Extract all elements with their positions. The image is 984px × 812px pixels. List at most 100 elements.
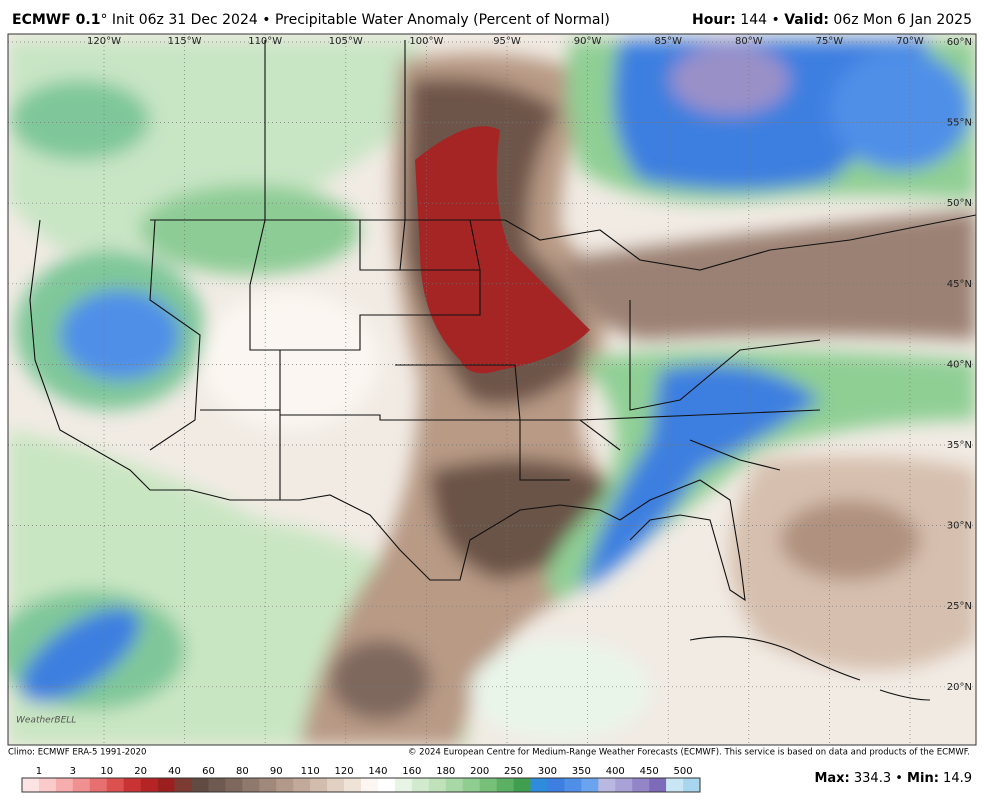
colorbar-swatch <box>89 778 108 792</box>
valid-label: Valid: <box>784 12 829 28</box>
colorbar-frame <box>21 777 701 793</box>
colorbar-swatch <box>683 778 701 792</box>
longitude-label: 115°W <box>168 36 202 47</box>
colorbar-swatch <box>496 778 514 792</box>
colorbar-swatch <box>242 778 260 792</box>
colorbar-swatch <box>259 778 277 792</box>
colorbar: 1 3 10 20 40 60 80 90 110 120 140 160 180 200 250 300 35… <box>21 766 701 793</box>
longitude-label: 100°W <box>409 36 443 47</box>
borders <box>29 40 976 701</box>
colorbar-swatch <box>666 778 684 792</box>
colorbar-swatch <box>208 778 226 792</box>
latitude-label: 60°N <box>947 37 972 48</box>
valid-time: Hour: 144 • Valid: 06z Mon 6 Jan 2025 <box>692 12 972 28</box>
graticule <box>8 34 976 745</box>
colorbar-swatch <box>547 778 565 792</box>
colorbar-swatch <box>38 778 57 792</box>
longitude-label: 90°W <box>574 36 602 47</box>
colorbar-swatch <box>530 778 548 792</box>
longitude-label: 75°W <box>816 36 844 47</box>
colorbar-label: 500 <box>674 766 693 777</box>
latitude-label: 50°N <box>947 198 972 209</box>
colorbar-label: 400 <box>606 766 625 777</box>
colorbar-swatch <box>615 778 633 792</box>
latitude-label: 25°N <box>947 601 972 612</box>
colorbar-swatch <box>106 778 124 792</box>
colorbar-label: 350 <box>572 766 591 777</box>
map: 120°W 115°W 110°W 105°W 100°W 95°W 90°W 85°W 80°… <box>8 34 976 745</box>
longitude-label: 85°W <box>654 36 682 47</box>
colorbar-swatch <box>72 778 91 792</box>
colorbar-swatch <box>55 778 74 792</box>
colorbar-label: 3 <box>70 766 76 777</box>
latitude-label: 40°N <box>947 359 972 370</box>
longitude-label: 80°W <box>735 36 763 47</box>
colorbar-swatch <box>462 778 480 792</box>
logo: WeatherBELL <box>16 716 76 726</box>
latitude-label: 55°N <box>947 118 972 129</box>
colorbar-swatch <box>191 778 209 792</box>
model: ECMWF 0.1 <box>12 12 100 28</box>
colorbar-swatch <box>377 778 396 792</box>
colorbar-swatch <box>361 778 379 792</box>
colorbar-label: 120 <box>335 766 354 777</box>
colorbar-swatch <box>293 778 311 792</box>
min-label: Min: <box>907 771 939 786</box>
copyright: © 2024 European Centre for Medium-Range … <box>408 748 970 758</box>
colorbar-label: 10 <box>100 766 113 777</box>
max-label: Max: <box>814 771 849 786</box>
hour: 144 <box>740 12 767 28</box>
latitude-label: 35°N <box>947 440 972 451</box>
max: 334.3 <box>854 771 891 786</box>
longitude-label: 95°W <box>493 36 521 47</box>
longitude-label: 120°W <box>87 36 121 47</box>
title: ECMWF 0.1° Init 06z 31 Dec 2024 • Precip… <box>12 12 610 28</box>
colorbar-swatch <box>22 778 40 792</box>
colorbar-swatch <box>445 778 463 792</box>
colorbar-label: 300 <box>538 766 557 777</box>
separator: • <box>771 12 779 28</box>
colorbar-label: 450 <box>640 766 659 777</box>
longitude-label: 110°W <box>248 36 282 47</box>
colorbar-label: 200 <box>470 766 489 777</box>
colorbar-swatch <box>394 778 413 792</box>
separator: • <box>895 771 903 786</box>
max-min: Max: 334.3 • Min: 14.9 <box>814 771 972 786</box>
colorbar-label: 40 <box>168 766 181 777</box>
longitude-label: 105°W <box>329 36 363 47</box>
colorbar-swatch <box>428 778 447 792</box>
colorbar-swatch <box>225 778 243 792</box>
colorbar-swatch <box>479 778 497 792</box>
colorbar-label: 180 <box>436 766 455 777</box>
colorbar-label: 1 <box>36 766 42 777</box>
colorbar-swatch <box>344 778 362 792</box>
hour-label: Hour: <box>692 12 736 28</box>
colorbar-swatch <box>310 778 328 792</box>
colorbar-label: 20 <box>134 766 147 777</box>
colorbar-label: 250 <box>504 766 523 777</box>
colorbar-swatch <box>140 778 158 792</box>
colorbar-swatch <box>123 778 141 792</box>
climo-note: Climo: ECMWF ERA-5 1991-2020 <box>8 748 146 758</box>
colorbar-swatch <box>157 778 175 792</box>
colorbar-label: 80 <box>236 766 249 777</box>
colorbar-label: 90 <box>270 766 283 777</box>
min: 14.9 <box>943 771 972 786</box>
colorbar-swatch <box>598 778 616 792</box>
colorbar-label: 60 <box>202 766 215 777</box>
colorbar-swatch <box>564 778 582 792</box>
colorbar-swatch <box>174 778 192 792</box>
colorbar-swatch <box>649 778 667 792</box>
description: ° Init 06z 31 Dec 2024 • Precipitable Wa… <box>100 12 609 28</box>
latitude-label: 30°N <box>947 521 972 532</box>
latitude-label: 45°N <box>947 279 972 290</box>
colorbar-label: 160 <box>402 766 421 777</box>
valid: 06z Mon 6 Jan 2025 <box>833 12 972 28</box>
colorbar-swatch <box>581 778 599 792</box>
colorbar-swatch <box>327 778 345 792</box>
latitude-label: 20°N <box>947 682 972 693</box>
colorbar-label: 140 <box>368 766 387 777</box>
longitude-label: 70°W <box>896 36 924 47</box>
